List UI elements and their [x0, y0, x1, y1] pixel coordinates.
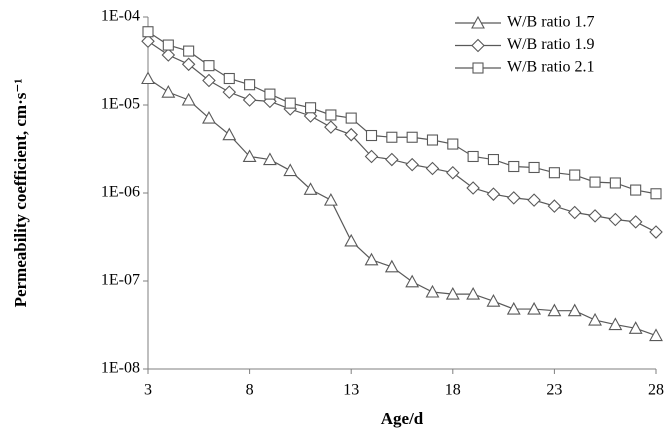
marker: [467, 150, 479, 163]
marker: [303, 182, 318, 195]
marker: [630, 184, 642, 196]
marker: [181, 92, 196, 106]
marker: [364, 149, 379, 164]
marker: [628, 321, 643, 334]
marker: [325, 109, 337, 121]
legend-label: W/B ratio 2.1: [507, 59, 595, 76]
marker: [567, 205, 582, 220]
marker: [162, 39, 174, 51]
marker: [386, 131, 398, 143]
marker: [471, 38, 485, 53]
marker: [202, 73, 216, 88]
legend-label: W/B ratio 1.9: [507, 36, 595, 53]
marker: [471, 15, 485, 29]
marker: [262, 152, 277, 166]
marker: [222, 127, 237, 141]
marker: [426, 134, 439, 146]
marker: [486, 187, 501, 201]
marker: [406, 131, 418, 143]
marker: [161, 84, 176, 98]
x-tick-label: 3: [144, 382, 152, 399]
marker: [547, 199, 562, 213]
marker: [222, 85, 237, 99]
marker: [305, 102, 317, 114]
x-tick-label: 18: [445, 382, 461, 399]
marker: [344, 127, 358, 142]
x-tick-label: 8: [246, 382, 254, 399]
marker: [649, 225, 663, 239]
marker: [445, 286, 460, 300]
marker: [567, 303, 582, 317]
marker: [486, 294, 501, 307]
marker: [527, 301, 542, 315]
marker: [223, 72, 235, 85]
marker: [569, 169, 581, 181]
y-tick-label: 1E-08: [101, 360, 140, 377]
marker: [446, 165, 460, 180]
marker: [324, 120, 338, 134]
marker: [203, 60, 215, 72]
x-tick-label: 13: [343, 382, 359, 399]
marker: [466, 181, 480, 195]
marker: [487, 153, 499, 166]
marker: [506, 191, 521, 205]
y-axis-title: Permeability coefficient, cm·s⁻¹: [11, 79, 30, 308]
marker: [142, 26, 154, 38]
marker: [506, 301, 521, 315]
marker: [384, 259, 399, 273]
marker: [608, 317, 623, 331]
marker: [141, 71, 155, 85]
marker: [161, 48, 176, 62]
marker: [608, 212, 623, 227]
y-tick-label: 1E-05: [101, 96, 140, 113]
legend-label: W/B ratio 1.7: [507, 14, 595, 31]
marker: [202, 110, 216, 124]
x-tick-label: 23: [546, 382, 562, 399]
marker: [244, 79, 256, 91]
marker: [181, 57, 196, 72]
y-tick-label: 1E-06: [101, 184, 140, 201]
marker: [548, 167, 560, 179]
marker: [405, 157, 419, 172]
marker: [589, 176, 601, 188]
marker: [425, 161, 440, 176]
marker: [588, 209, 602, 223]
marker: [365, 129, 378, 142]
marker: [609, 177, 621, 189]
marker: [284, 97, 296, 109]
marker: [385, 152, 399, 167]
marker: [264, 88, 276, 100]
marker: [447, 138, 459, 150]
marker: [588, 312, 602, 326]
marker: [364, 252, 379, 266]
marker: [650, 188, 662, 200]
marker: [242, 149, 257, 163]
marker: [425, 284, 440, 298]
y-tick-label: 1E-04: [101, 8, 140, 25]
marker: [141, 34, 155, 49]
marker: [323, 192, 338, 206]
marker: [628, 215, 643, 229]
series-line: [147, 31, 657, 195]
marker: [183, 45, 195, 57]
marker: [242, 93, 257, 107]
marker: [547, 303, 562, 317]
y-tick-label: 1E-07: [101, 272, 140, 289]
marker: [528, 161, 540, 174]
marker: [508, 160, 520, 173]
marker: [649, 328, 663, 342]
marker: [345, 112, 357, 124]
marker: [466, 286, 481, 300]
marker: [472, 62, 484, 74]
marker: [283, 163, 298, 177]
series-line: [147, 78, 657, 337]
marker: [527, 193, 541, 207]
marker: [344, 233, 359, 247]
marker: [405, 274, 420, 288]
x-axis-title: Age/d: [381, 409, 424, 428]
x-tick-label: 28: [648, 382, 664, 399]
